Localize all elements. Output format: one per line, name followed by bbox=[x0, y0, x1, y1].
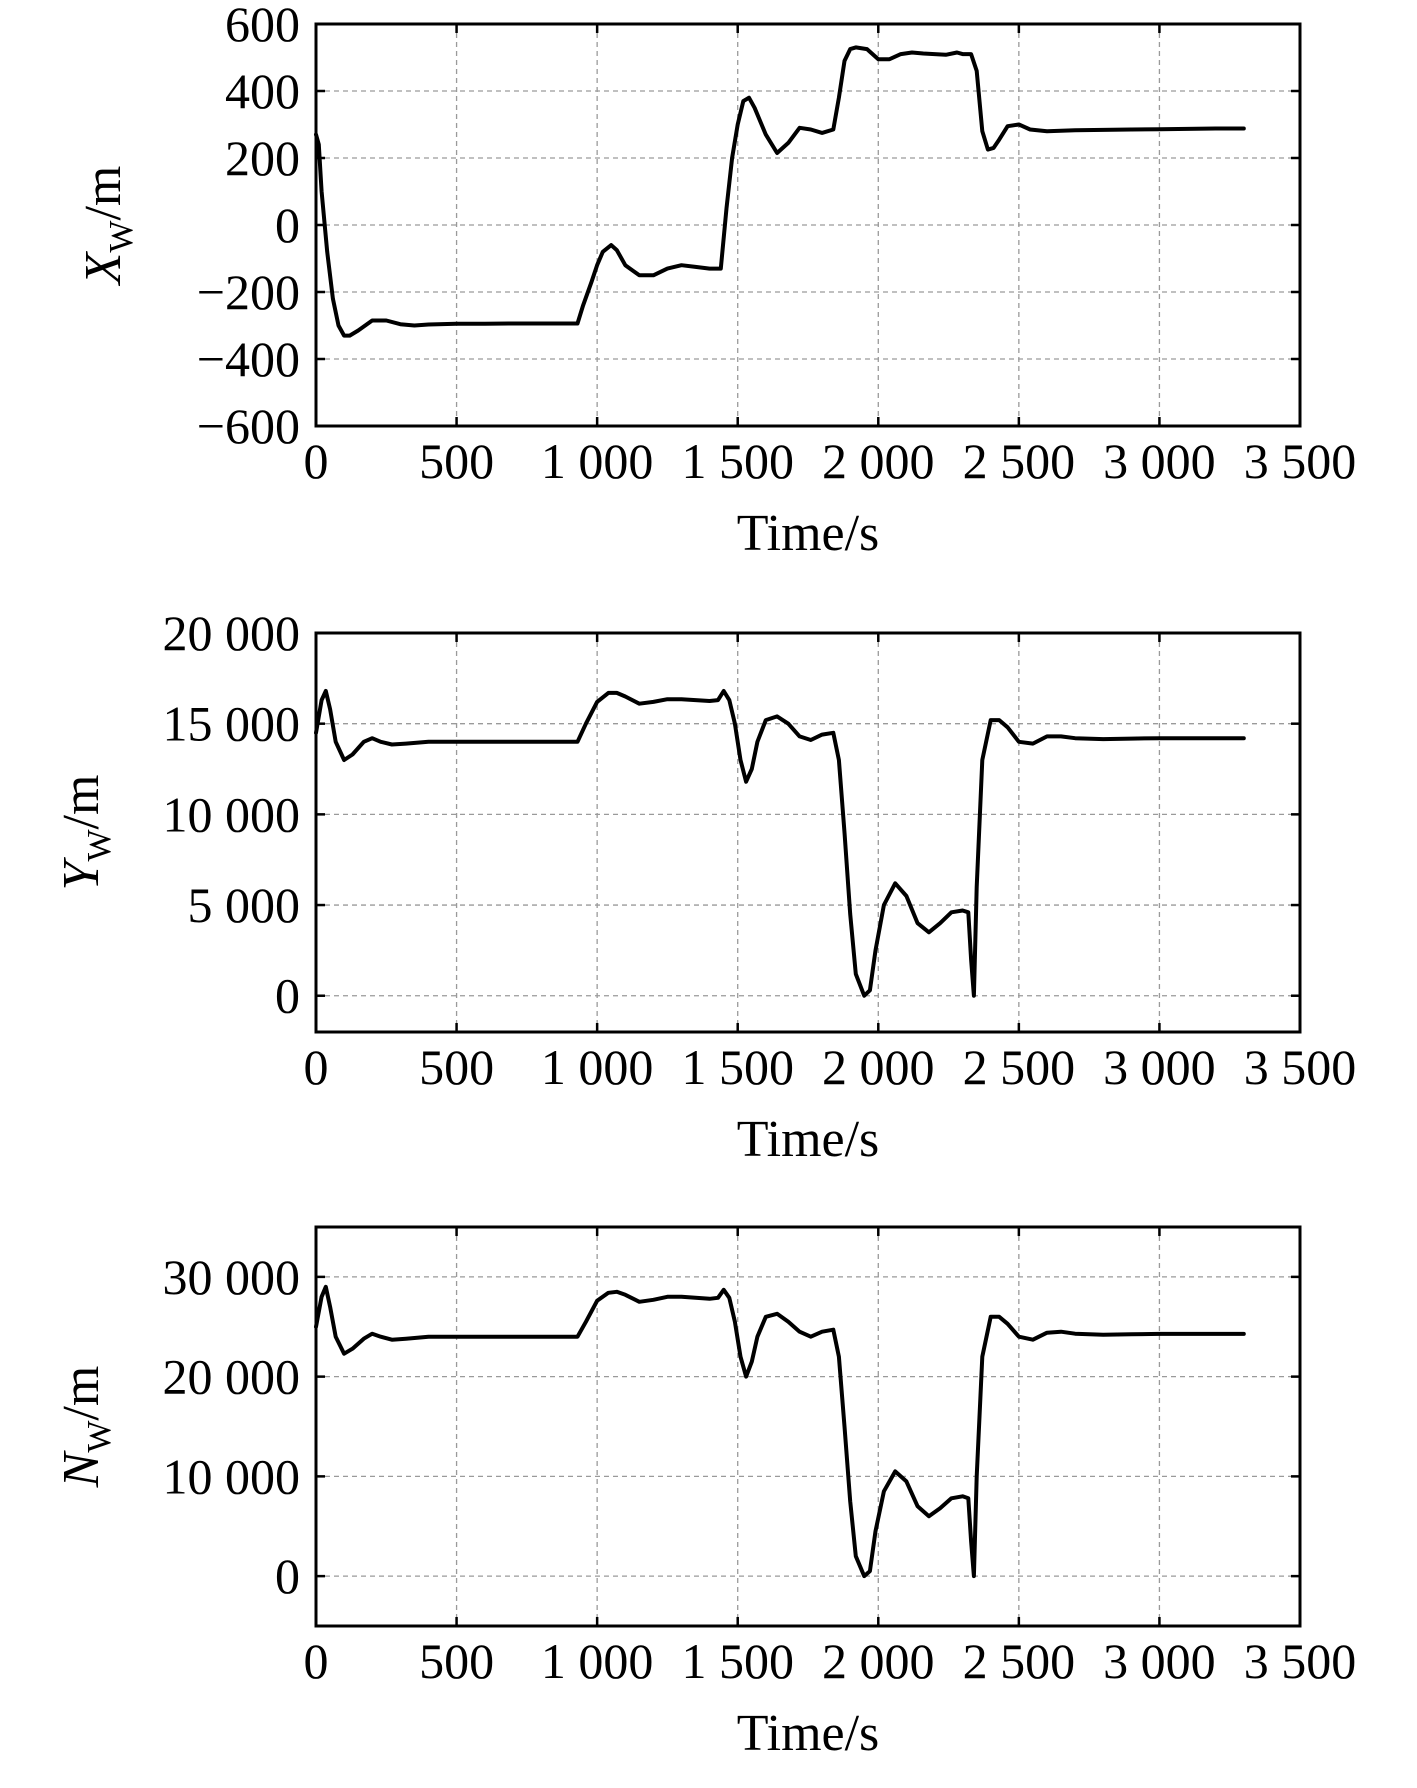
y-tick-label: 400 bbox=[225, 63, 300, 119]
x-tick-label: 3 000 bbox=[1103, 433, 1216, 489]
y-tick-label: 30 000 bbox=[163, 1249, 301, 1305]
x-tick-label: 1 500 bbox=[681, 433, 794, 489]
x-tick-label: 1 000 bbox=[541, 1633, 654, 1689]
x-tick-label: 3 500 bbox=[1244, 1039, 1357, 1095]
x-tick-label: 1 500 bbox=[681, 1633, 794, 1689]
x-tick-label: 2 500 bbox=[963, 1633, 1076, 1689]
y-axis-title-subscript: W bbox=[81, 1420, 118, 1453]
y-axis-title-subscript: W bbox=[81, 829, 118, 862]
chart-yw: 0 500 1 000 1 500 2 000 2 500 3 000 3 500 0 5 000… bbox=[53, 605, 1356, 1168]
x-tick-label: 1 500 bbox=[681, 1039, 794, 1095]
y-axis-title-main: Y bbox=[53, 856, 110, 890]
y-tick-label: 0 bbox=[275, 197, 300, 253]
y-tick-label: −400 bbox=[197, 331, 300, 387]
x-tick-label: 3 000 bbox=[1103, 1633, 1216, 1689]
x-tick-label: 0 bbox=[304, 1633, 329, 1689]
y-tick-label: 5 000 bbox=[188, 877, 301, 933]
y-tick-label: 20 000 bbox=[163, 605, 301, 661]
x-axis-title: Time/s bbox=[737, 1705, 880, 1762]
series-line-nw bbox=[314, 1284, 1246, 1579]
y-tick-label: 200 bbox=[225, 130, 300, 186]
x-tick-label: 2 000 bbox=[822, 1039, 935, 1095]
x-tick-label: 500 bbox=[419, 1633, 494, 1689]
y-axis-title-main: N bbox=[53, 1449, 110, 1488]
chart-xw: 0 500 1 000 1 500 2 000 2 500 3 000 3 500 −600 −4… bbox=[75, 0, 1356, 562]
y-tick-label: 0 bbox=[275, 1548, 300, 1604]
x-tick-label: 3 000 bbox=[1103, 1039, 1216, 1095]
y-tick-label: 20 000 bbox=[163, 1349, 301, 1405]
chart-nw: 0 500 1 000 1 500 2 000 2 500 3 000 3 500 0 10 00… bbox=[53, 1225, 1357, 1762]
x-tick-label: 3 500 bbox=[1244, 433, 1357, 489]
y-tick-label: 10 000 bbox=[163, 786, 301, 842]
y-axis-title-unit: /m bbox=[75, 166, 132, 221]
x-axis-title: Time/s bbox=[737, 1111, 880, 1168]
y-tick-label: 600 bbox=[225, 0, 300, 52]
y-tick-label: 0 bbox=[275, 968, 300, 1024]
y-tick-label: 15 000 bbox=[163, 696, 301, 752]
y-axis-title: NW/m bbox=[53, 1366, 118, 1489]
x-tick-label: 3 500 bbox=[1244, 1633, 1357, 1689]
plot-frame bbox=[314, 631, 1302, 1034]
plot-frame bbox=[314, 1225, 1302, 1628]
y-axis-title-main: X bbox=[75, 250, 132, 286]
x-tick-label: 2 000 bbox=[822, 1633, 935, 1689]
x-tick-label: 500 bbox=[419, 433, 494, 489]
x-tick-label: 0 bbox=[304, 1039, 329, 1095]
y-axis-title-subscript: W bbox=[103, 220, 140, 253]
x-tick-label: 1 000 bbox=[541, 1039, 654, 1095]
y-axis-title-unit: /m bbox=[53, 1366, 110, 1421]
y-axis-title-unit: /m bbox=[53, 775, 110, 830]
x-tick-label: 2 500 bbox=[963, 433, 1076, 489]
x-axis-title: Time/s bbox=[737, 505, 880, 562]
x-tick-label: 2 000 bbox=[822, 433, 935, 489]
x-tick-label: 2 500 bbox=[963, 1039, 1076, 1095]
y-tick-label: −200 bbox=[197, 264, 300, 320]
y-tick-label: 10 000 bbox=[163, 1448, 301, 1504]
series-line-yw bbox=[314, 689, 1246, 998]
x-tick-label: 0 bbox=[304, 433, 329, 489]
y-axis-title: YW/m bbox=[53, 775, 118, 891]
x-tick-label: 1 000 bbox=[541, 433, 654, 489]
x-tick-label: 500 bbox=[419, 1039, 494, 1095]
y-tick-label: −600 bbox=[197, 398, 300, 454]
plot-frame bbox=[314, 22, 1302, 428]
y-axis-title: XW/m bbox=[75, 166, 140, 287]
series-line-xw bbox=[314, 45, 1246, 338]
